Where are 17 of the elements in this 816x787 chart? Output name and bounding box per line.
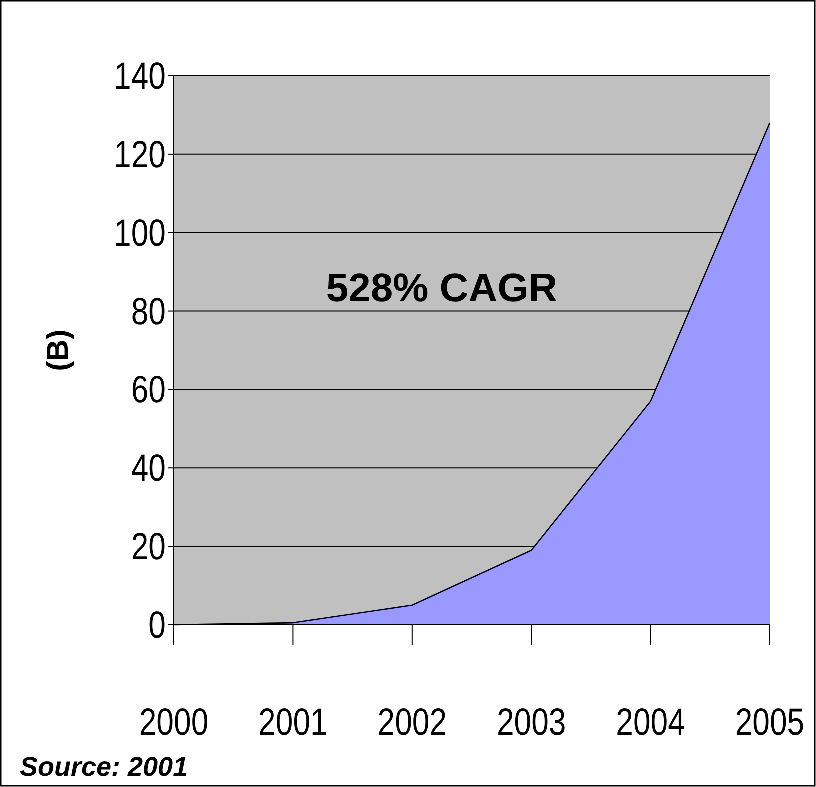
source-note: Source: 2001 (20, 752, 188, 782)
y-tick-label: 120 (114, 134, 166, 176)
x-tick-label: 2000 (139, 702, 209, 744)
x-tick-label: 2005 (735, 702, 805, 744)
y-tick-label: 140 (114, 56, 166, 98)
y-tick-label: 20 (131, 526, 166, 568)
x-tick-label: 2001 (258, 702, 328, 744)
y-tick-label: 100 (114, 213, 166, 255)
x-tick-label: 2002 (378, 702, 448, 744)
annotation: 528% CAGR (326, 266, 558, 310)
y-tick-label: 40 (131, 448, 166, 490)
y-tick-label: 0 (148, 605, 166, 647)
x-tick-label: 2004 (616, 702, 686, 744)
y-axis-title: (B) (42, 330, 75, 372)
y-tick-label: 80 (131, 291, 166, 334)
x-tick-label: 2003 (496, 702, 566, 744)
y-tick-label: 60 (131, 370, 166, 412)
